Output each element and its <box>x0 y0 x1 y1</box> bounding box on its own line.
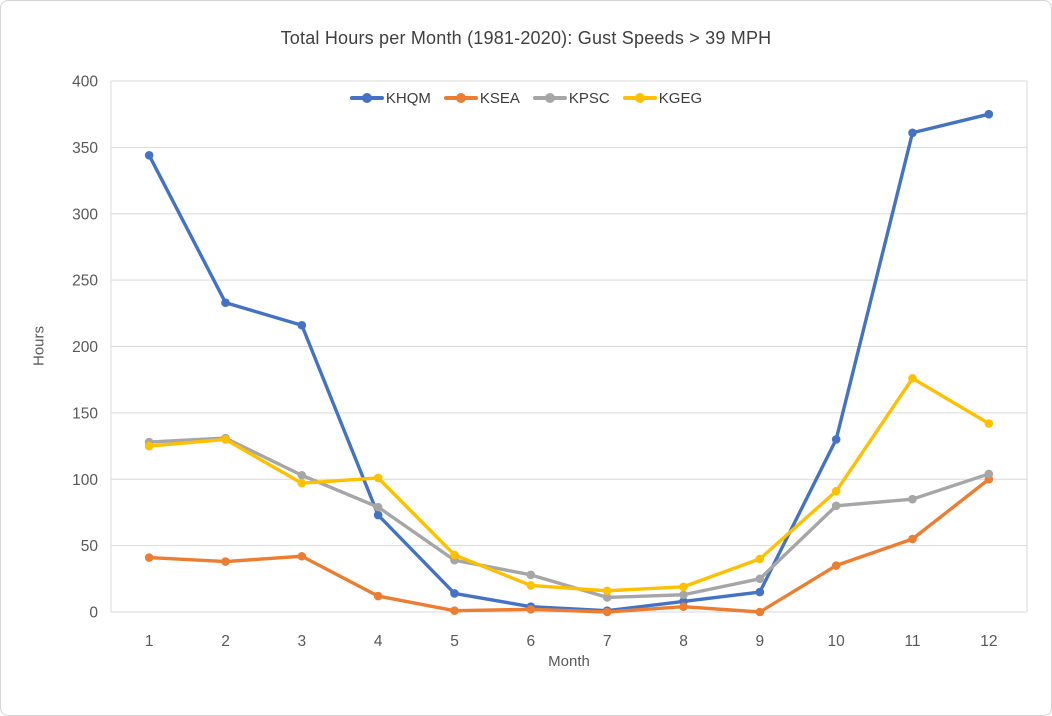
x-tick-label-3: 3 <box>298 633 307 650</box>
marker-KSEA-month-2 <box>221 557 230 566</box>
legend-line-marker-icon <box>622 93 657 103</box>
legend-dot-icon <box>455 93 466 103</box>
marker-KGEG-month-1 <box>144 441 154 451</box>
marker-KPSC-month-4 <box>373 502 383 512</box>
series-line-KPSC <box>147 436 991 600</box>
marker-KSEA-month-6 <box>526 605 536 614</box>
chart-legend: KHQM KSEA KPSC KGEG <box>1 88 1051 108</box>
x-tick-label-11: 11 <box>904 633 920 650</box>
marker-KGEG-month-4 <box>373 473 383 483</box>
x-tick-label-9: 9 <box>756 633 765 650</box>
marker-KGEG-month-7 <box>602 586 612 596</box>
x-tick-label-1: 1 <box>145 633 154 650</box>
x-axis-title: Month <box>548 653 590 670</box>
x-tick-label-7: 7 <box>603 633 612 650</box>
marker-KSEA-month-7 <box>602 607 612 617</box>
marker-KSEA-month-3 <box>297 551 307 561</box>
legend-label: KPSC <box>568 89 610 107</box>
y-tick-label-150: 150 <box>72 405 98 422</box>
legend-item-KPSC: KPSC <box>532 89 610 107</box>
y-axis-title: Hours <box>30 325 48 367</box>
marker-KGEG-month-3 <box>297 478 307 488</box>
marker-KSEA-month-10 <box>831 561 841 570</box>
legend-line-marker-icon <box>443 93 478 103</box>
marker-KGEG-month-6 <box>526 581 536 590</box>
x-tick-label-12: 12 <box>980 633 997 650</box>
marker-KHQM-month-5 <box>450 589 459 598</box>
marker-KPSC-month-7 <box>602 593 612 602</box>
x-tick-label-6: 6 <box>527 633 536 650</box>
y-tick-label-300: 300 <box>72 206 98 223</box>
marker-KHQM-month-2 <box>221 298 230 307</box>
y-tick-label-100: 100 <box>72 472 98 489</box>
legend-label: KGEG <box>658 89 703 107</box>
marker-KGEG-month-11 <box>908 374 917 383</box>
y-tick-label-200: 200 <box>72 339 98 356</box>
series-line-KSEA <box>147 477 991 614</box>
marker-KGEG-month-10 <box>831 486 841 496</box>
marker-KHQM-month-11 <box>908 128 917 138</box>
chart-title: Total Hours per Month (1981-2020): Gust … <box>280 28 772 48</box>
series-line-KHQM <box>147 112 991 613</box>
legend-item-KGEG: KGEG <box>622 89 703 107</box>
legend-label: KSEA <box>479 89 520 107</box>
marker-KPSC-month-8 <box>679 590 688 600</box>
marker-KSEA-month-8 <box>679 602 688 611</box>
marker-KHQM-month-12 <box>984 109 994 119</box>
y-tick-label-350: 350 <box>72 140 98 157</box>
marker-KPSC-month-6 <box>526 570 536 580</box>
legend-item-KHQM: KHQM <box>349 89 431 107</box>
marker-KPSC-month-12 <box>984 469 994 479</box>
series-line-KGEG <box>147 376 991 593</box>
marker-KSEA-month-4 <box>373 591 383 601</box>
marker-KSEA-month-5 <box>450 606 459 615</box>
marker-KHQM-month-10 <box>831 435 841 444</box>
marker-KGEG-month-5 <box>450 550 459 560</box>
legend-line-marker-icon <box>349 93 384 103</box>
marker-KPSC-month-3 <box>297 470 307 480</box>
marker-KPSC-month-11 <box>908 494 917 504</box>
x-tick-label-8: 8 <box>679 633 688 650</box>
marker-KHQM-month-4 <box>373 510 383 520</box>
marker-KSEA-month-9 <box>755 607 765 617</box>
marker-KHQM-month-1 <box>144 151 154 160</box>
marker-KSEA-month-11 <box>908 534 917 544</box>
y-tick-label-0: 0 <box>89 605 98 622</box>
marker-KGEG-month-2 <box>221 435 230 444</box>
y-tick-label-250: 250 <box>72 273 98 290</box>
marker-KHQM-month-3 <box>297 320 307 330</box>
x-tick-label-4: 4 <box>374 633 383 650</box>
marker-KSEA-month-1 <box>144 553 154 562</box>
marker-KHQM-month-9 <box>755 587 765 597</box>
legend-item-KSEA: KSEA <box>443 89 520 107</box>
legend-dot-icon <box>634 93 645 103</box>
x-tick-label-10: 10 <box>828 633 846 650</box>
legend-dot-icon <box>544 93 555 103</box>
marker-KGEG-month-8 <box>679 582 688 592</box>
y-tick-label-50: 50 <box>81 538 99 555</box>
marker-KPSC-month-10 <box>831 501 841 511</box>
marker-KGEG-month-12 <box>984 419 994 428</box>
x-tick-label-2: 2 <box>221 633 230 650</box>
legend-line-marker-icon <box>532 93 567 103</box>
legend-label: KHQM <box>385 89 431 107</box>
x-tick-label-5: 5 <box>450 633 459 650</box>
marker-KGEG-month-9 <box>755 554 765 564</box>
legend-dot-icon <box>361 93 372 103</box>
marker-KPSC-month-9 <box>755 574 765 584</box>
y-tick-label-400: 400 <box>72 74 98 91</box>
